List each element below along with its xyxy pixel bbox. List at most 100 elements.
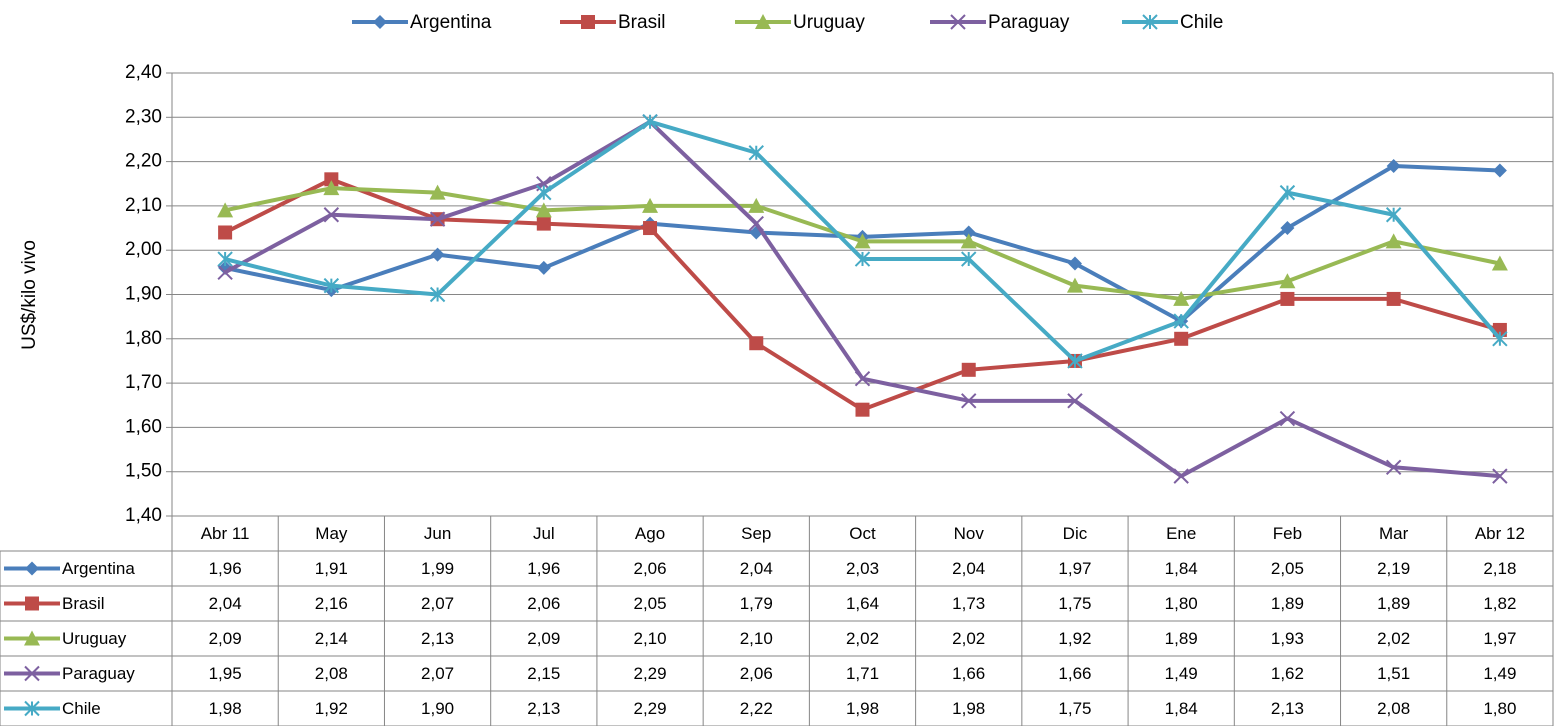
legend-label: Chile [1180, 12, 1223, 33]
marker [1492, 468, 1508, 484]
marker [1385, 233, 1402, 249]
x-tick-label: Jul [533, 524, 555, 543]
table-cell: 1,84 [1165, 699, 1198, 718]
marker [1066, 277, 1083, 293]
table-cell: 2,04 [952, 559, 985, 578]
table-cell: 2,09 [527, 629, 560, 648]
y-tick-label: 1,50 [125, 461, 162, 482]
marker [1279, 184, 1296, 201]
table-cell: 1,89 [1271, 594, 1304, 613]
marker [1067, 393, 1083, 409]
marker [1067, 256, 1082, 271]
marker [960, 233, 977, 249]
table-cell: 1,92 [315, 699, 348, 718]
marker [1279, 410, 1296, 427]
marker [323, 277, 340, 294]
marker [25, 596, 39, 611]
table-cell: 2,13 [1271, 699, 1304, 718]
marker [1173, 313, 1189, 329]
marker [1492, 163, 1507, 178]
table-cell: 2,05 [633, 594, 666, 613]
table-cell: 1,98 [209, 699, 242, 718]
marker [755, 14, 771, 29]
marker [430, 247, 445, 262]
marker [1385, 459, 1402, 475]
x-tick-label: Ago [635, 524, 665, 543]
marker [855, 402, 870, 417]
marker [748, 197, 765, 213]
y-tick-label: 2,00 [125, 239, 162, 260]
marker [1386, 159, 1401, 174]
legend-label: Paraguay [988, 12, 1070, 33]
marker [854, 251, 871, 267]
marker [323, 207, 340, 223]
table-cell: 2,19 [1377, 559, 1410, 578]
table-cell: 2,13 [527, 699, 560, 718]
table-cell: 2,29 [633, 664, 666, 683]
y-tick-label: 1,90 [125, 284, 162, 305]
table-cell: 1,66 [1058, 664, 1091, 683]
table-cell: 1,51 [1377, 664, 1410, 683]
table-cell: 1,89 [1377, 594, 1410, 613]
marker [581, 15, 595, 29]
table-cell: 1,96 [527, 559, 560, 578]
table-cell: 2,06 [633, 559, 666, 578]
marker [1386, 291, 1401, 306]
table-cell: 2,09 [209, 629, 242, 648]
table-cell: 1,93 [1271, 629, 1304, 648]
x-tick-label: May [315, 524, 348, 543]
table-cell: 1,64 [846, 594, 879, 613]
x-tick-label: Ene [1166, 524, 1196, 543]
table-cell: 2,14 [315, 629, 348, 648]
marker [323, 180, 340, 196]
table-cell: 2,10 [633, 629, 666, 648]
row-header: Argentina [62, 559, 135, 578]
marker [217, 251, 233, 267]
table-cell: 1,75 [1058, 594, 1091, 613]
marker [854, 370, 871, 387]
marker [642, 197, 659, 213]
marker [961, 251, 977, 267]
table-cell: 1,97 [1483, 629, 1516, 648]
row-header: Uruguay [62, 629, 127, 648]
marker [217, 202, 234, 218]
y-tick-label: 2,40 [125, 62, 162, 83]
x-tick-label: Jun [424, 524, 451, 543]
marker [854, 233, 871, 249]
row-header: Paraguay [62, 664, 135, 683]
x-tick-label: Abr 12 [1475, 524, 1525, 543]
y-tick-label: 1,70 [125, 372, 162, 393]
table-cell: 2,04 [209, 594, 242, 613]
marker [536, 216, 551, 231]
table-cell: 1,62 [1271, 664, 1304, 683]
table-cell: 1,99 [421, 559, 454, 578]
marker [748, 215, 764, 232]
marker [429, 286, 446, 303]
table-cell: 1,79 [740, 594, 773, 613]
marker [373, 15, 387, 29]
marker [1280, 291, 1295, 306]
marker [1492, 331, 1508, 347]
marker [217, 264, 233, 281]
table-cell: 2,05 [1271, 559, 1304, 578]
marker [748, 145, 764, 161]
table-cell: 1,98 [846, 699, 879, 718]
table-cell: 2,02 [846, 629, 879, 648]
marker [1173, 290, 1190, 306]
table-cell: 2,16 [315, 594, 348, 613]
table-cell: 2,10 [740, 629, 773, 648]
table-cell: 1,91 [315, 559, 348, 578]
table-cell: 1,80 [1165, 594, 1198, 613]
legend-label: Argentina [410, 12, 492, 33]
marker [749, 336, 764, 351]
marker [1067, 353, 1083, 369]
x-tick-label: Abr 11 [201, 524, 250, 543]
legend-label: Brasil [618, 12, 666, 33]
table-cell: 2,13 [421, 629, 454, 648]
marker [1280, 221, 1295, 236]
marker [24, 630, 40, 646]
table-cell: 1,84 [1165, 559, 1198, 578]
y-axis-label: US$/kilo vivo [19, 240, 40, 350]
marker [24, 665, 40, 682]
